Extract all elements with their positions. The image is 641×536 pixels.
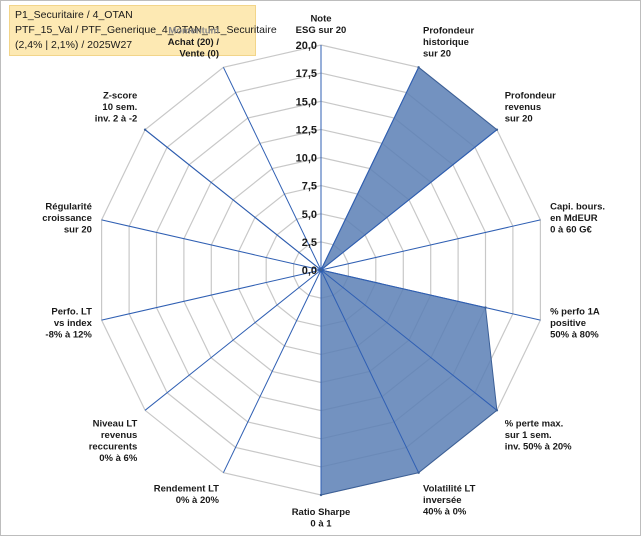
axis-label-4-line-1: Capi. bours.: [550, 202, 605, 213]
chart-title-box: P1_Securitaire / 4_OTAN PTF_15_Val / PTF…: [9, 5, 277, 56]
spoke-10: [144, 269, 322, 411]
axis-label-4-line-2: en MdEUR: [550, 213, 598, 224]
title-line-2: PTF_15_Val / PTF_Generique_4_OTAN_P1_Sec…: [15, 24, 277, 36]
tick-label-1: 2,5: [302, 237, 317, 249]
spoke-13: [144, 129, 322, 271]
spoke-14: [222, 67, 322, 271]
axis-label-7-line-1: Volatilité LT: [423, 484, 476, 495]
axis-label-6-line-3: inv. 50% à 20%: [505, 442, 572, 453]
spoke-11: [101, 269, 322, 321]
tick-label-3: 7,5: [302, 181, 317, 193]
tick-label-7: 17,5: [296, 68, 317, 80]
axis-label-11-line-2: vs index: [54, 318, 93, 329]
axis-label-5-line-1: % perfo 1A: [550, 306, 600, 317]
axis-label-10-line-4: 0% à 6%: [99, 453, 138, 464]
axis-label-2-line-3: sur 20: [423, 48, 451, 59]
axis-label-14-line-1: Momentum: [168, 25, 219, 36]
axis-label-2-line-1: Profondeur: [423, 25, 474, 36]
axis-label-9-line-2: 0% à 20%: [176, 495, 220, 506]
axis-label-6-line-1: % perte max.: [505, 419, 564, 430]
axis-label-1-line-2: ESG sur 20: [296, 25, 347, 36]
axis-label-13-line-2: 10 sem.: [102, 102, 137, 113]
data-point-8: [319, 493, 323, 497]
axis-label-14-line-2: Achat (20) /: [168, 37, 220, 48]
axis-label-7-line-2: inversée: [423, 495, 462, 506]
tick-label-6: 15,0: [296, 96, 317, 108]
axis-label-10-line-3: reccurents: [89, 442, 138, 453]
tick-label-0: 0,0: [302, 265, 317, 277]
spoke-7: [320, 269, 420, 473]
data-point-14: [319, 268, 323, 272]
tick-label-2: 5,0: [302, 209, 317, 221]
axis-label-14-line-3: Vente (0): [179, 48, 219, 59]
data-point-6: [495, 409, 499, 412]
spoke-5: [320, 269, 541, 321]
spoke-4: [320, 219, 541, 271]
axis-label-2-line-2: historique: [423, 37, 469, 48]
title-line-3: (2,4% | 2,1%) / 2025W27: [15, 39, 133, 51]
tick-label-8: 20,0: [296, 40, 317, 52]
data-point-2: [417, 66, 420, 69]
axis-label-9-line-1: Rendement LT: [154, 484, 219, 495]
axis-label-12-line-1: Régularité: [45, 202, 91, 213]
data-point-5: [484, 306, 487, 309]
axis-label-10-line-2: revenus: [101, 430, 137, 441]
spoke-2: [320, 67, 420, 271]
axis-label-12-line-2: croissance: [42, 213, 92, 224]
data-point-7: [417, 471, 420, 474]
spoke-6: [320, 269, 498, 411]
axis-label-3-line-3: sur 20: [505, 114, 533, 125]
spoke-9: [222, 269, 322, 473]
axis-label-13-line-3: inv. 2 à -2: [95, 114, 138, 125]
axis-label-5-line-2: positive: [550, 318, 586, 329]
axis-label-1-line-1: Note: [310, 14, 331, 25]
axis-label-group-9: Rendement LT0% à 20%: [154, 484, 220, 507]
title-line-1: P1_Securitaire / 4_OTAN: [15, 9, 133, 21]
spoke-3: [320, 129, 498, 271]
axis-label-8-line-1: Ratio Sharpe: [292, 507, 351, 518]
axis-label-8-line-2: 0 à 1: [310, 519, 332, 530]
axis-label-7-line-3: 40% à 0%: [423, 507, 467, 518]
data-point-13: [143, 128, 147, 131]
axis-label-5-line-3: 50% à 80%: [550, 329, 599, 340]
tick-label-5: 12,5: [296, 124, 317, 136]
axis-label-4-line-3: 0 à 60 G€: [550, 225, 592, 236]
tick-label-4: 10,0: [296, 153, 317, 165]
axis-label-group-6: % perte max.sur 1 sem.inv. 50% à 20%: [505, 419, 572, 453]
axis-label-10-line-1: Niveau LT: [93, 419, 138, 430]
axis-label-11-line-3: -8% à 12%: [45, 329, 92, 340]
axis-label-12-line-3: sur 20: [64, 225, 92, 236]
data-point-3: [495, 128, 499, 131]
axis-label-3-line-2: revenus: [505, 102, 541, 113]
axis-label-11-line-1: Perfo. LT: [51, 306, 92, 317]
axis-label-13-line-1: Z-score: [103, 91, 137, 102]
axis-label-6-line-2: sur 1 sem.: [505, 430, 552, 441]
axis-label-3-line-1: Profondeur: [505, 91, 556, 102]
spoke-12: [101, 219, 322, 271]
